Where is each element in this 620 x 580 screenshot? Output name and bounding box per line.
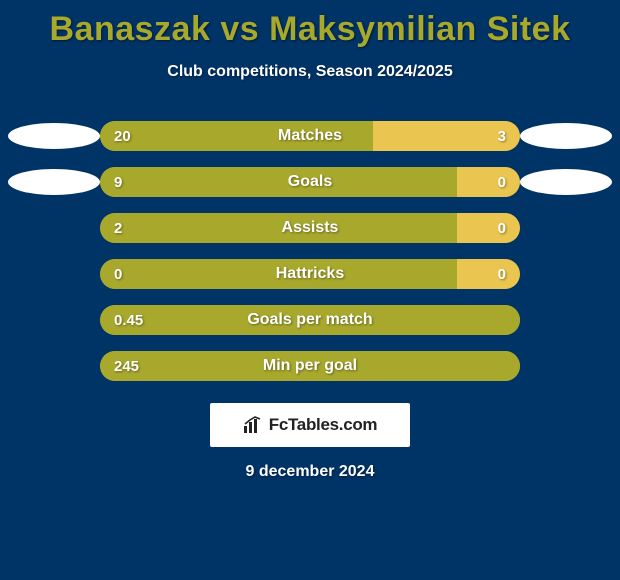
stat-row: 20Assists: [8, 213, 612, 243]
player-avatar-right: [520, 123, 612, 149]
stat-bar: 00Hattricks: [100, 259, 520, 289]
stat-label: Assists: [100, 213, 520, 243]
stat-label: Goals: [100, 167, 520, 197]
avatar-right-slot: [520, 169, 612, 195]
player-avatar-left: [8, 123, 100, 149]
avatar-left-slot: [8, 123, 100, 149]
stat-label: Goals per match: [100, 305, 520, 335]
avatar-right-slot: [520, 123, 612, 149]
chart-icon: [243, 416, 265, 434]
player-avatar-left: [8, 169, 100, 195]
comparison-subtitle: Club competitions, Season 2024/2025: [0, 63, 620, 81]
logo: FcTables.com: [243, 415, 378, 435]
stat-row: 0.45Goals per match: [8, 305, 612, 335]
avatar-left-slot: [8, 169, 100, 195]
stats-container: 203Matches 90Goals 20Assists 00Hattricks 0.4…: [0, 121, 620, 381]
stat-label: Matches: [100, 121, 520, 151]
stat-label: Min per goal: [100, 351, 520, 381]
stat-bar: 90Goals: [100, 167, 520, 197]
stat-row: 90Goals: [8, 167, 612, 197]
comparison-title: Banaszak vs Maksymilian Sitek: [0, 0, 620, 49]
stat-bar: 245Min per goal: [100, 351, 520, 381]
stat-label: Hattricks: [100, 259, 520, 289]
date-text: 9 december 2024: [0, 463, 620, 481]
stat-row: 00Hattricks: [8, 259, 612, 289]
stat-row: 245Min per goal: [8, 351, 612, 381]
stat-bar: 203Matches: [100, 121, 520, 151]
stat-row: 203Matches: [8, 121, 612, 151]
logo-box: FcTables.com: [210, 403, 410, 447]
stat-bar: 0.45Goals per match: [100, 305, 520, 335]
stat-bar: 20Assists: [100, 213, 520, 243]
logo-text: FcTables.com: [269, 415, 378, 435]
player-avatar-right: [520, 169, 612, 195]
